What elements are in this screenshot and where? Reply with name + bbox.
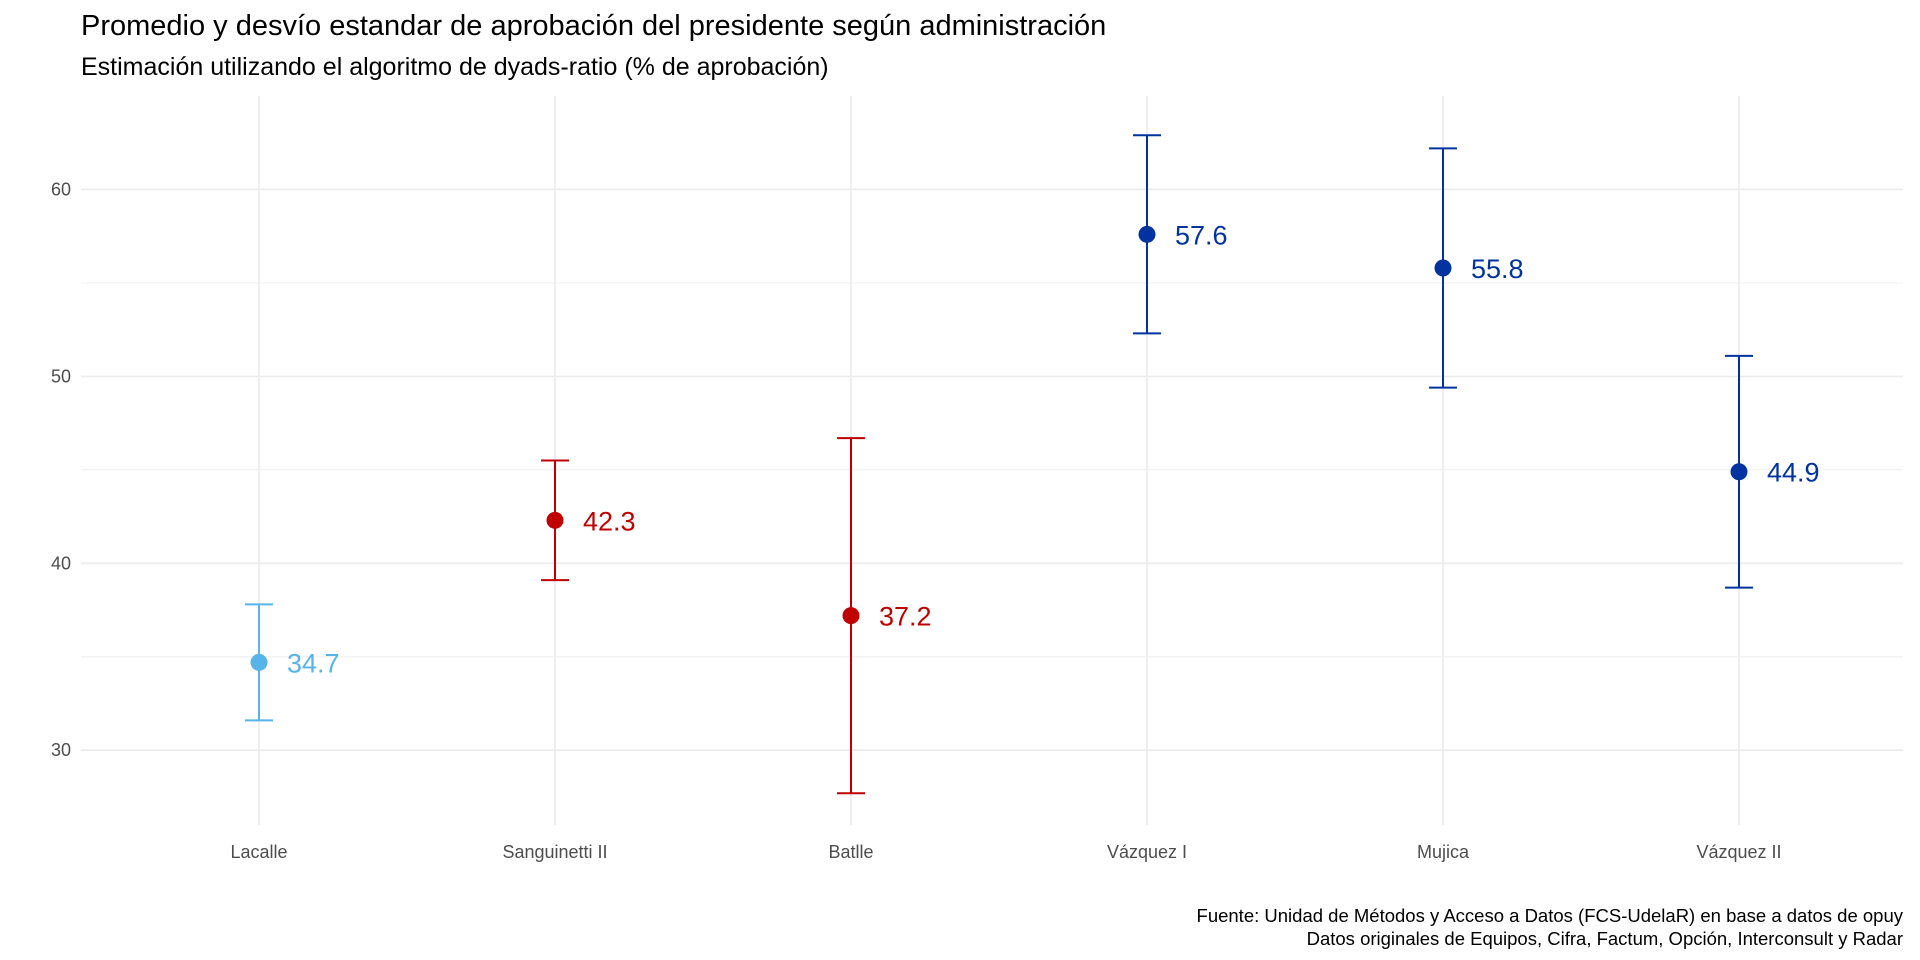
x-tick-label: Sanguinetti II <box>502 842 607 862</box>
mean-point <box>1730 463 1748 481</box>
errorbar-group: 57.6 <box>1133 134 1228 335</box>
mean-point <box>842 607 860 625</box>
value-label: 57.6 <box>1175 220 1228 250</box>
data-marks: 34.7 42.3 37.2 57.6 55.8 44.9 <box>245 134 1820 795</box>
x-tick-label: Vázquez I <box>1107 842 1187 862</box>
y-tick-label: 60 <box>51 179 71 199</box>
x-tick-label: Mujica <box>1417 842 1470 862</box>
caption-line-1: Fuente: Unidad de Métodos y Acceso a Dat… <box>1196 905 1903 926</box>
y-tick-label: 30 <box>51 740 71 760</box>
x-tick-label: Lacalle <box>230 842 287 862</box>
errorbar-group: 44.9 <box>1725 354 1820 589</box>
mean-point <box>1138 225 1156 243</box>
value-label: 42.3 <box>583 506 636 536</box>
y-tick-label: 40 <box>51 553 71 573</box>
mean-point <box>250 653 268 671</box>
source-caption: Fuente: Unidad de Métodos y Acceso a Dat… <box>1197 904 1903 950</box>
y-tick-label: 50 <box>51 366 71 386</box>
errorbar-group: 55.8 <box>1429 147 1524 389</box>
grid-lines <box>81 96 1903 825</box>
errorbar-group: 34.7 <box>245 603 340 722</box>
value-label: 55.8 <box>1471 254 1524 284</box>
mean-point <box>1434 259 1452 277</box>
chart-subtitle: Estimación utilizando el algoritmo de dy… <box>81 53 829 81</box>
value-label: 34.7 <box>287 648 340 678</box>
x-tick-label: Vázquez II <box>1696 842 1781 862</box>
errorbar-group: 37.2 <box>837 437 932 795</box>
value-label: 44.9 <box>1767 458 1820 488</box>
errorbar-group: 42.3 <box>541 459 636 582</box>
chart-title: Promedio y desvío estandar de aprobación… <box>81 10 1107 42</box>
axis-labels: 30 40 50 60 Lacalle Sanguinetti II Batlle Vázqu… <box>51 179 1782 862</box>
caption-line-2: Datos originales de Equipos, Cifra, Fact… <box>1306 928 1903 949</box>
x-tick-label: Batlle <box>828 842 873 862</box>
mean-point <box>546 511 564 529</box>
value-label: 37.2 <box>879 602 932 632</box>
